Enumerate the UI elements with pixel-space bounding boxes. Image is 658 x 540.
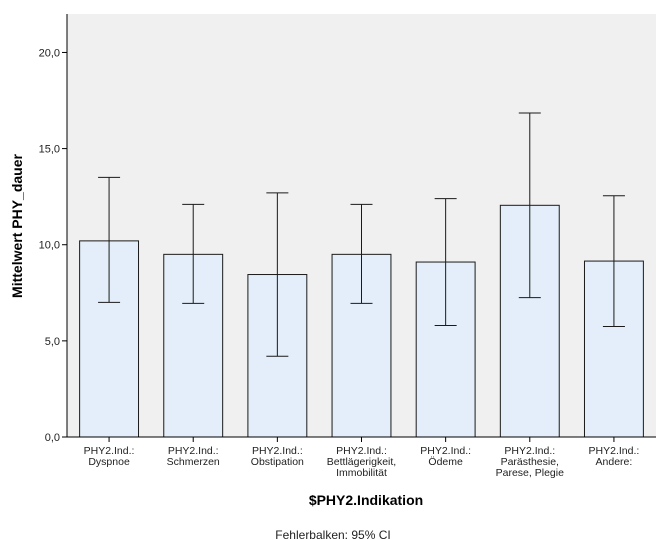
x-category-label-line: Parästhesie, [501, 456, 559, 468]
x-category-label-line: Immobilität [336, 467, 387, 479]
x-category-label: PHY2.Ind.: Ödeme [420, 445, 471, 468]
footnote-error-bars: Fehlerbalken: 95% CI [275, 528, 390, 540]
x-category-label-line: Dyspnoe [88, 456, 130, 468]
x-category-label-line: PHY2.Ind.: [420, 445, 471, 457]
bar [331, 253, 392, 438]
x-category-label-line: PHY2.Ind.: [84, 445, 135, 457]
x-category-label-line: PHY2.Ind.: [252, 445, 303, 457]
y-tick-label: 20,0 [39, 47, 60, 59]
x-category-label: PHY2.Ind.: Schmerzen [167, 445, 220, 468]
x-axis-title: $PHY2.Indikation [309, 492, 423, 508]
error-bar [602, 195, 625, 327]
y-tick-label: 10,0 [39, 240, 60, 252]
error-bar [350, 203, 373, 304]
x-category-label-line: Andere: [596, 456, 633, 468]
x-category-label-line: PHY2.Ind.: [589, 445, 640, 457]
x-category-label: PHY2.Ind.: Bettlägerigkeit, Immobilität [327, 445, 396, 479]
y-axis-ticks: 0,0 5,0 10,0 15,0 20,0 [39, 47, 67, 444]
x-category-label-line: Bettlägerigkeit, [327, 456, 396, 468]
x-category-label: PHY2.Ind.: Parästhesie, Parese, Plegie [496, 445, 564, 479]
y-tick-label: 0,0 [45, 432, 60, 444]
error-bar [434, 198, 457, 326]
error-bar [266, 192, 289, 357]
x-category-label-line: PHY2.Ind.: [168, 445, 219, 457]
y-tick-label: 5,0 [45, 336, 60, 348]
x-category-label-line: Schmerzen [167, 456, 220, 468]
y-axis-title: Mittelwert PHY_dauer [9, 153, 25, 297]
error-bars [98, 112, 625, 357]
x-category-label: PHY2.Ind.: Andere: [589, 445, 640, 468]
x-category-label-line: Obstipation [251, 456, 304, 468]
error-bar [182, 203, 205, 304]
error-bar [518, 112, 541, 299]
x-category-label-line: PHY2.Ind.: [504, 445, 555, 457]
y-tick-label: 15,0 [39, 144, 60, 156]
x-category-label: PHY2.Ind.: Obstipation [251, 445, 304, 468]
x-category-label-line: PHY2.Ind.: [336, 445, 387, 457]
x-category-label: PHY2.Ind.: Dyspnoe [84, 445, 135, 468]
x-category-label-line: Parese, Plegie [496, 467, 564, 479]
x-category-label-line: Ödeme [428, 456, 463, 468]
error-bar [98, 176, 121, 303]
